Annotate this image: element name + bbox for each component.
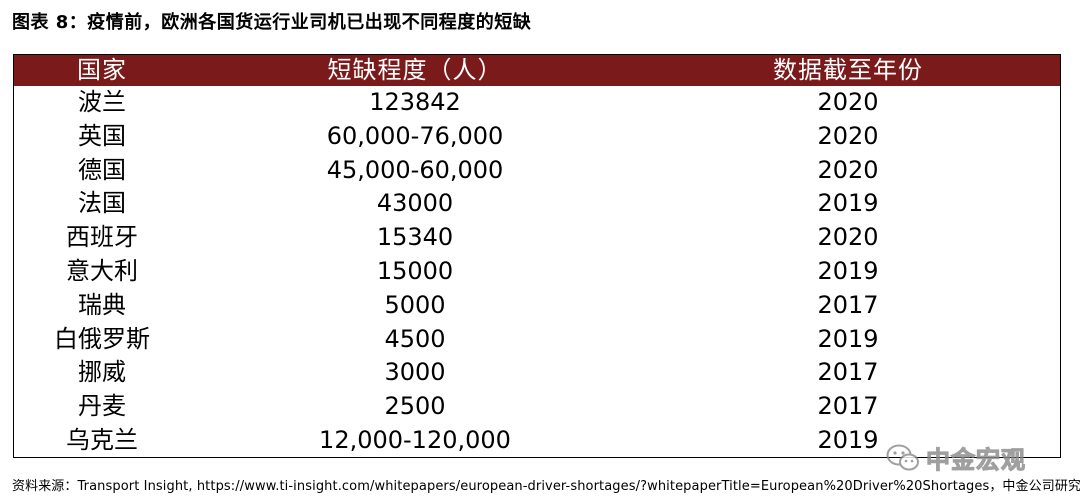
shortage-cell: 43000 [376,189,454,218]
shortage-cell: 45,000-60,000 [326,155,504,184]
shortage-cell: 2500 [384,392,446,421]
watermark-text: 中金宏观 [926,446,1026,475]
wechat-icon [886,443,920,473]
country-cell: 意大利 [66,256,138,285]
shortage-cell: 4500 [384,324,446,353]
table-row: 英国 60,000-76,000 2020 [14,120,1060,154]
shortage-cell: 12,000-120,000 [319,425,511,454]
country-cell: 波兰 [78,88,126,116]
year-cell: 2020 [817,121,879,150]
table-header: 国家 短缺程度（人） 数据截至年份 [14,55,1060,86]
country-cell: 德国 [78,155,126,184]
shortage-cell: 123842 [369,88,461,116]
year-cell: 2017 [817,392,879,421]
shortage-cell: 15340 [376,223,454,252]
table-row: 白俄罗斯 4500 2019 [14,323,1060,357]
source-note: 资料来源：Transport Insight, https://www.ti-i… [12,479,1080,494]
table-row: 乌克兰 12,000-120,000 2019 [14,424,1060,457]
table-row: 德国 45,000-60,000 2020 [14,154,1060,188]
header-shortage: 短缺程度（人） [327,56,503,84]
shortage-cell: 5000 [384,290,446,319]
table-row: 瑞典 5000 2017 [14,289,1060,323]
watermark: 中金宏观 [886,440,1026,475]
year-cell: 2019 [817,324,879,353]
year-cell: 2019 [817,425,879,454]
year-cell: 2019 [817,189,879,218]
table-row: 挪威 3000 2017 [14,356,1060,390]
country-cell: 丹麦 [78,392,126,421]
table-row: 丹麦 2500 2017 [14,390,1060,424]
table-row: 法国 43000 2019 [14,187,1060,221]
table-row: 西班牙 15340 2020 [14,221,1060,255]
table-row: 波兰 123842 2020 [14,86,1060,120]
country-cell: 挪威 [78,358,126,387]
year-cell: 2017 [817,358,879,387]
country-cell: 白俄罗斯 [54,324,150,353]
year-cell: 2020 [817,155,879,184]
year-cell: 2019 [817,256,879,285]
table-body: 波兰 123842 2020 英国 60,000-76,000 2020 德国 45,000-… [14,86,1060,457]
exhibit-title: 图表 8：疫情前，欧洲各国货运行业司机已出现不同程度的短缺 [12,12,532,33]
shortage-table: 国家 短缺程度（人） 数据截至年份 波兰 123842 2020 英国 60,000-7… [13,54,1061,458]
country-cell: 乌克兰 [66,425,138,454]
year-cell: 2020 [817,223,879,252]
shortage-cell: 60,000-76,000 [326,121,504,150]
year-cell: 2017 [817,290,879,319]
table-row: 意大利 15000 2019 [14,255,1060,289]
country-cell: 法国 [78,189,126,218]
shortage-cell: 3000 [384,358,446,387]
shortage-cell: 15000 [376,256,454,285]
country-cell: 西班牙 [66,223,138,252]
country-cell: 瑞典 [78,290,126,319]
header-year: 数据截至年份 [773,56,923,84]
year-cell: 2020 [817,88,879,116]
country-cell: 英国 [78,121,126,150]
header-country: 国家 [77,56,127,84]
